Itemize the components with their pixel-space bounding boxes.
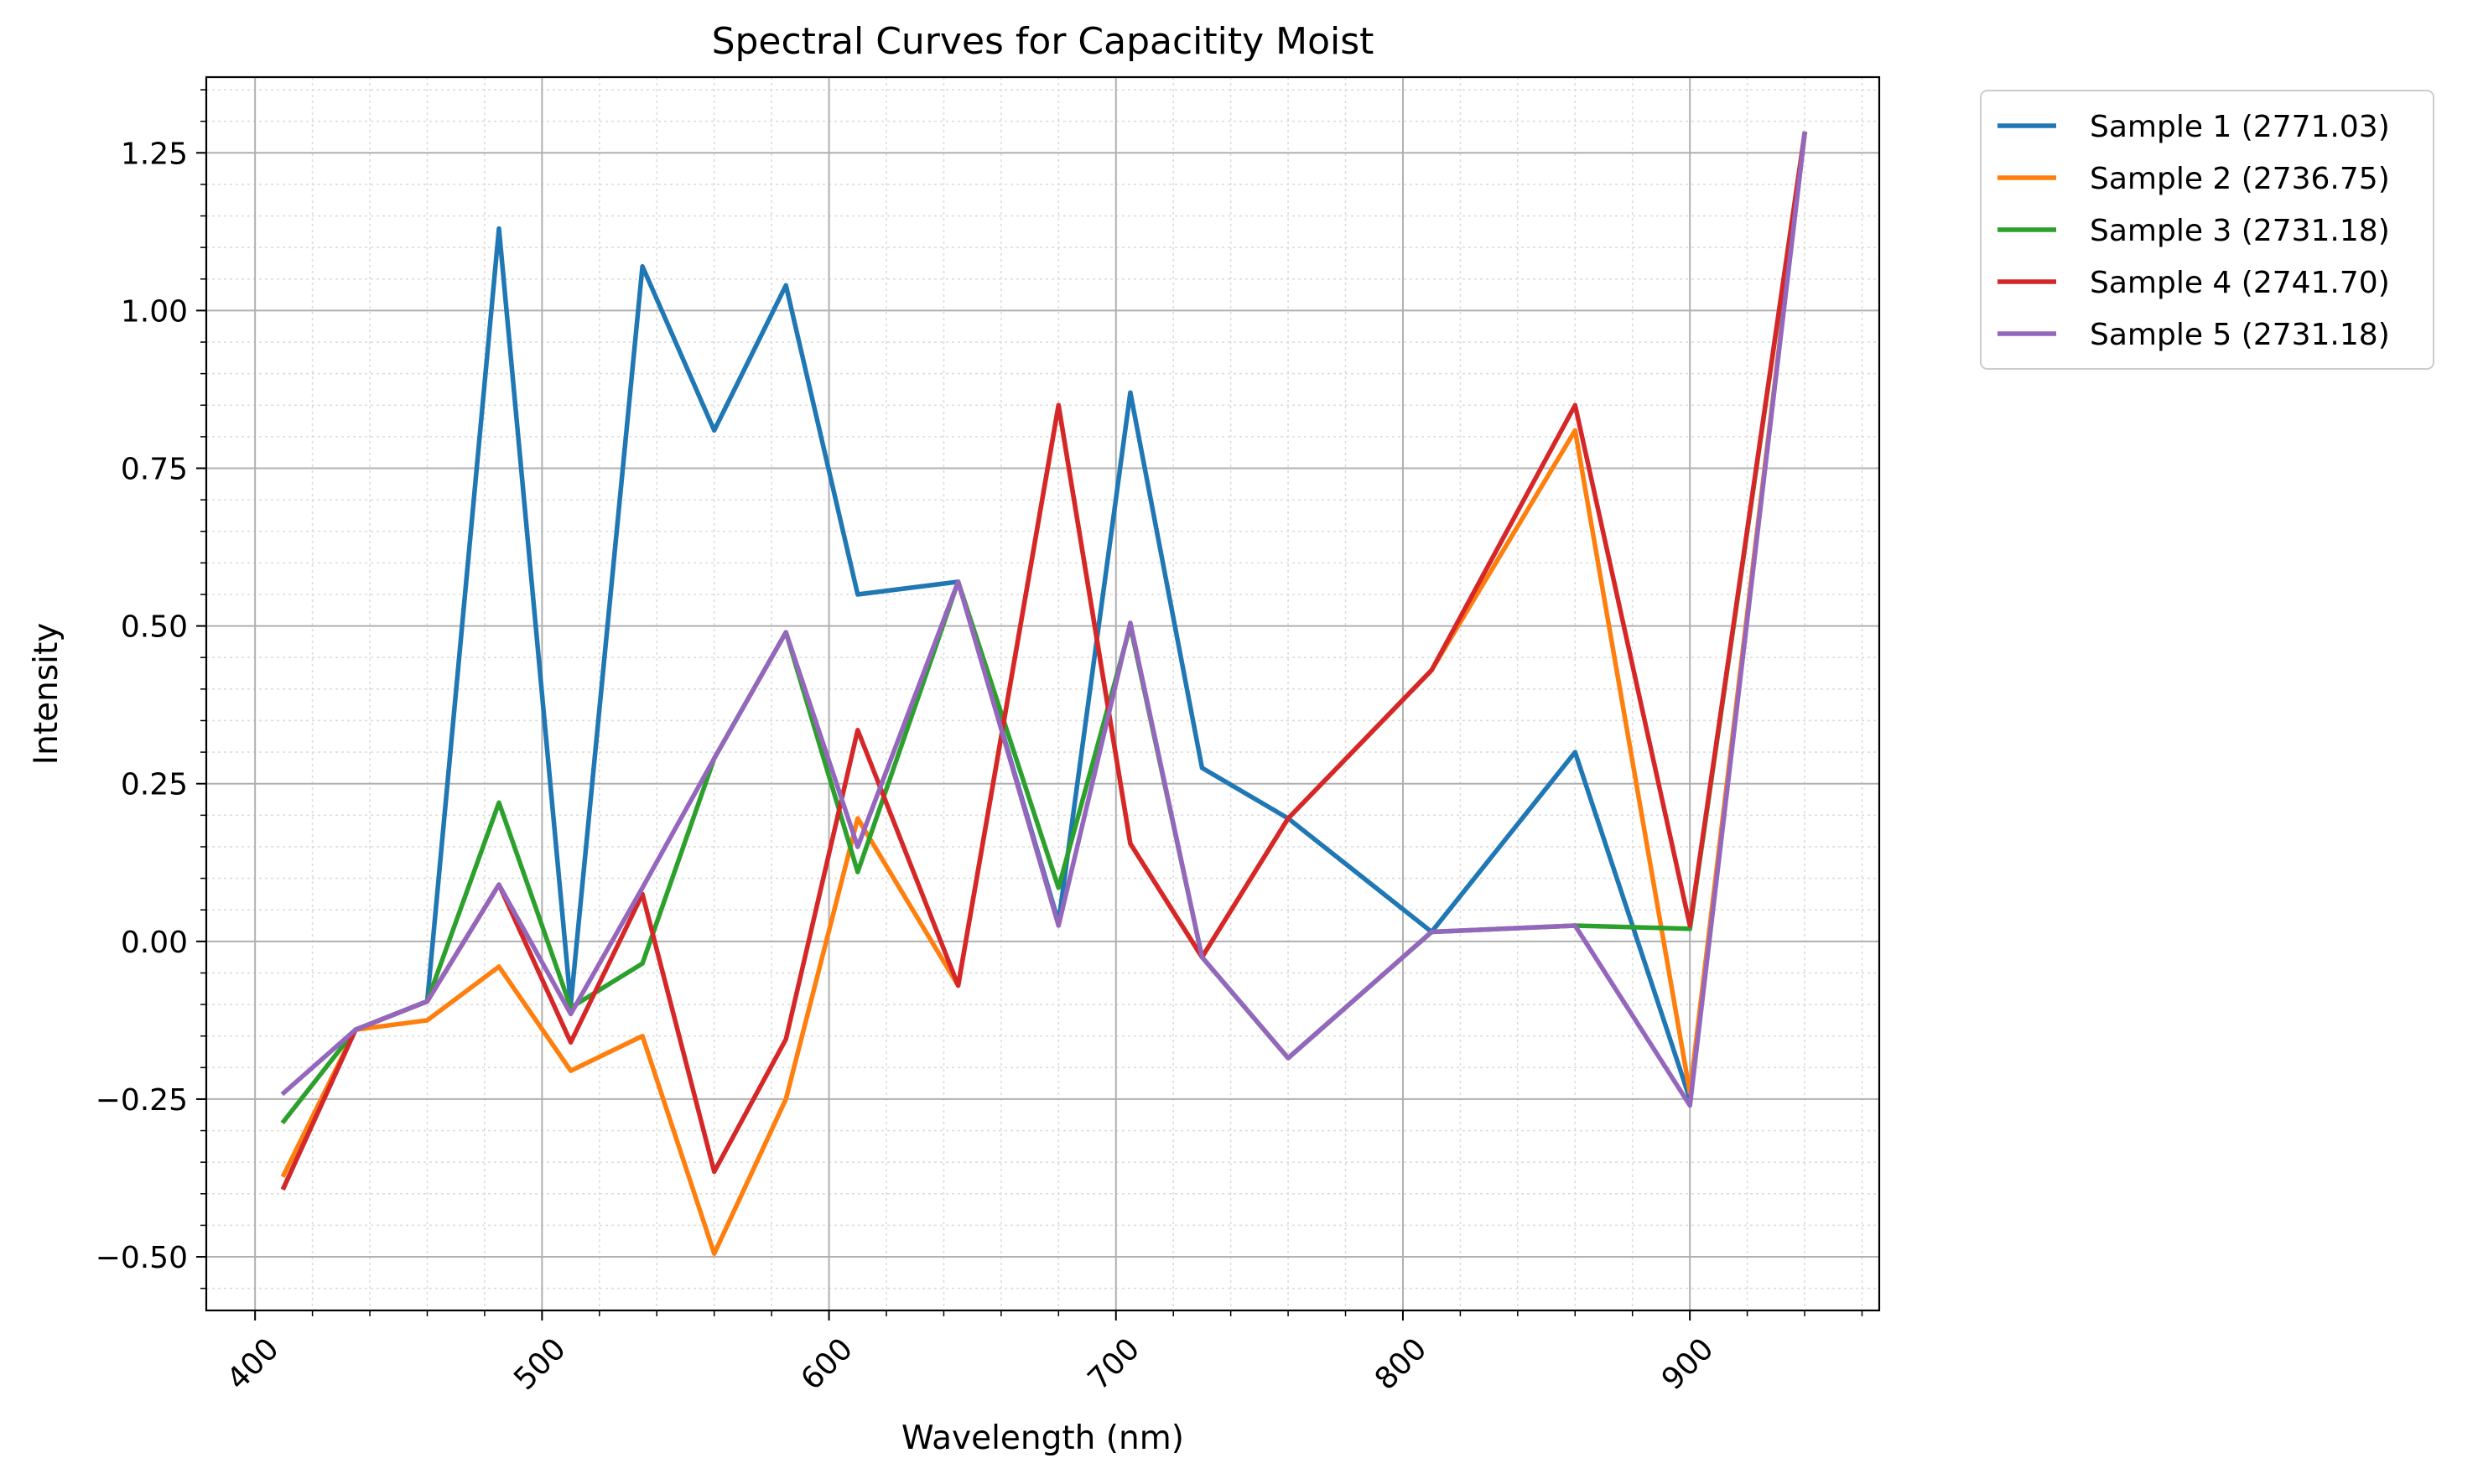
minor-grid (206, 77, 1879, 1310)
plot-frame (205, 75, 1881, 1312)
legend-label-1: Sample 1 (2771.03) (2090, 110, 2390, 144)
major-grid (206, 77, 1879, 1310)
y-axis-label: Intensity (28, 623, 65, 765)
y-axis-ticks: −0.50 −0.25 0.00 0.25 0.50 0.75 1.00 1.25 (96, 89, 206, 1289)
series-layer (280, 131, 1808, 1257)
x-axis-label: Wavelength (nm) (901, 1419, 1184, 1457)
series-line-1 (280, 131, 1808, 1191)
y-tick-label: 0.25 (121, 768, 188, 802)
y-tick-label: 1.25 (121, 137, 188, 171)
series-line-5 (280, 131, 1808, 1108)
y-tick-label: 0.50 (121, 610, 188, 645)
y-tick-label: −0.50 (96, 1241, 188, 1275)
y-tick-label: 0.00 (121, 926, 188, 960)
legend-label-4: Sample 4 (2741.70) (2090, 266, 2390, 300)
y-tick-label: −0.25 (96, 1083, 188, 1118)
chart-title: Spectral Curves for Capacitity Moist (712, 20, 1374, 63)
legend-box (1980, 90, 2434, 370)
legend-label-3: Sample 3 (2731.18) (2090, 214, 2390, 248)
legend-label-2: Sample 2 (2736.75) (2090, 162, 2390, 196)
legend: Sample 1 (2771.03) Sample 2 (2736.75) Samp… (1980, 90, 2434, 370)
y-tick-label: 1.00 (121, 294, 188, 329)
legend-label-5: Sample 5 (2731.18) (2090, 318, 2390, 352)
y-tick-label: 0.75 (121, 453, 188, 487)
